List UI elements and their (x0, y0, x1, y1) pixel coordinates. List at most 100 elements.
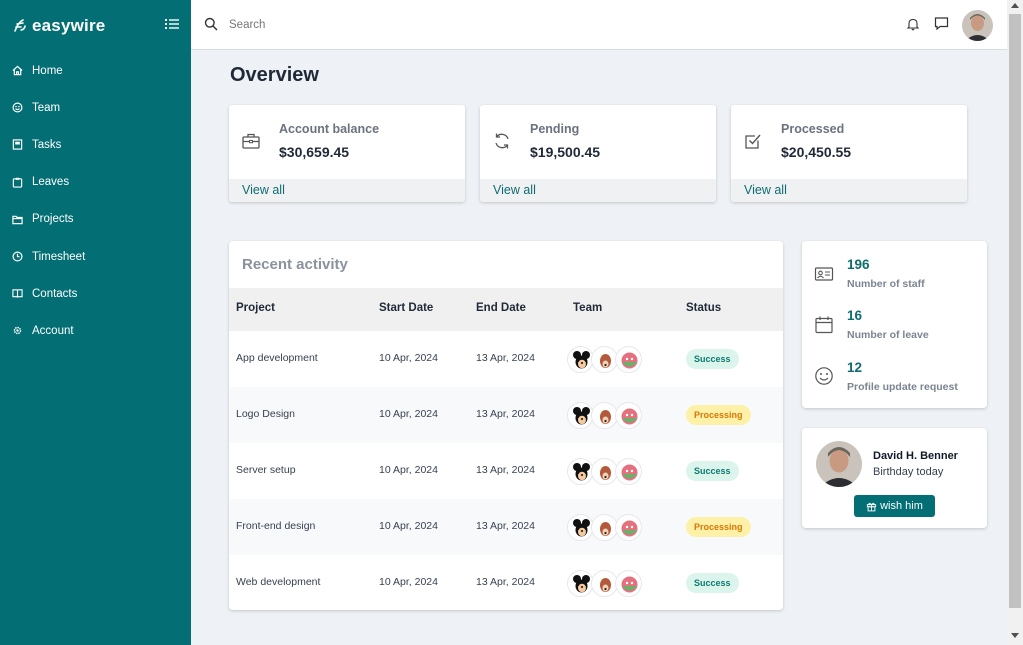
column-header-end-date: End Date (476, 302, 526, 314)
user-avatar[interactable] (962, 10, 993, 41)
sidebar-item-label: Team (32, 101, 61, 114)
sidebar-item-projects[interactable]: Projects (0, 201, 191, 238)
team-avatars (567, 402, 647, 429)
status-badge: Processing (686, 517, 751, 537)
chat-icon[interactable] (934, 16, 949, 31)
end-date-cell: 13 Apr, 2024 (476, 464, 535, 476)
cartoon-avatar (615, 514, 642, 541)
bell-icon[interactable] (906, 17, 920, 31)
table-row[interactable]: App development 10 Apr, 2024 13 Apr, 202… (229, 331, 783, 387)
team-avatars (567, 458, 647, 485)
cartoon-avatar (615, 402, 642, 429)
birthday-person-name: David H. Benner (873, 450, 958, 462)
cartoon-avatar (615, 570, 642, 597)
start-date-cell: 10 Apr, 2024 (379, 352, 438, 364)
leave-count: 16 (847, 308, 863, 323)
end-date-cell: 13 Apr, 2024 (476, 408, 535, 420)
brand-icon (14, 19, 26, 32)
status-badge: Success (686, 461, 739, 481)
end-date-cell: 13 Apr, 2024 (476, 576, 535, 588)
table-row[interactable]: Logo Design 10 Apr, 2024 13 Apr, 2024 Pr… (229, 387, 783, 443)
table-row[interactable]: Server setup 10 Apr, 2024 13 Apr, 2024 S… (229, 443, 783, 499)
folder-icon (12, 215, 23, 225)
status-badge: Success (686, 573, 739, 593)
profile-request-label: Profile update request (847, 381, 958, 393)
card-label: Processed (781, 122, 845, 136)
gift-icon (867, 502, 877, 511)
start-date-cell: 10 Apr, 2024 (379, 464, 438, 476)
sidebar-nav: Home Team Tasks Leaves Projects Timeshee… (0, 52, 191, 350)
pending-card: Pending $19,500.45 View all (480, 105, 716, 202)
project-cell: Logo Design (236, 408, 295, 420)
card-value: $30,659.45 (279, 144, 350, 160)
mickey-avatar (567, 402, 594, 429)
sidebar-item-label: Contacts (32, 287, 78, 300)
sidebar-item-timesheet[interactable]: Timesheet (0, 238, 191, 275)
table-row[interactable]: Front-end design 10 Apr, 2024 13 Apr, 20… (229, 499, 783, 555)
card-value: $20,450.55 (781, 144, 852, 160)
search-input[interactable] (227, 15, 527, 35)
column-header-status: Status (686, 302, 722, 314)
mickey-avatar (567, 514, 594, 541)
mickey-avatar (567, 458, 594, 485)
mickey-avatar (567, 570, 594, 597)
team-avatars (567, 570, 647, 597)
deer-avatar (591, 570, 618, 597)
project-cell: Front-end design (236, 520, 316, 532)
column-header-project: Project (236, 302, 275, 314)
scroll-up-arrow-icon[interactable] (1011, 3, 1019, 8)
menu-list-icon[interactable] (165, 17, 179, 31)
sidebar-item-label: Home (32, 64, 63, 77)
gear-icon (13, 327, 22, 335)
start-date-cell: 10 Apr, 2024 (379, 576, 438, 588)
mickey-avatar (567, 346, 594, 373)
team-avatars (567, 514, 647, 541)
card-label: Account balance (279, 122, 380, 136)
scrollbar-thumb[interactable] (1009, 14, 1021, 608)
processed-card: Processed $20,450.55 View all (731, 105, 967, 202)
card-label: Pending (530, 122, 580, 136)
deer-avatar (591, 514, 618, 541)
sidebar-item-team[interactable]: Team (0, 89, 191, 126)
project-cell: Server setup (236, 464, 296, 476)
start-date-cell: 10 Apr, 2024 (379, 520, 438, 532)
cartoon-avatar (615, 346, 642, 373)
brand-name: easywire (32, 16, 106, 35)
sidebar-item-label: Account (32, 324, 74, 337)
sidebar-item-leaves[interactable]: Leaves (0, 164, 191, 201)
staff-count: 196 (847, 257, 870, 272)
card-footer: View all (229, 179, 465, 202)
briefcase-icon (242, 133, 260, 149)
birthday-card: David H. Benner Birthday today wish him (802, 428, 987, 528)
view-all-link[interactable]: View all (744, 183, 787, 197)
status-badge: Success (686, 349, 739, 369)
book-icon (12, 289, 23, 298)
scroll-down-arrow-icon[interactable] (1011, 633, 1019, 638)
end-date-cell: 13 Apr, 2024 (476, 352, 535, 364)
card-footer: View all (480, 179, 716, 202)
clock-icon (12, 251, 23, 262)
sidebar-item-home[interactable]: Home (0, 52, 191, 89)
sidebar-item-tasks[interactable]: Tasks (0, 126, 191, 163)
sidebar-item-label: Projects (32, 213, 74, 226)
end-date-cell: 13 Apr, 2024 (476, 520, 535, 532)
sidebar-item-account[interactable]: Account (0, 312, 191, 349)
tasks-icon (12, 139, 23, 151)
sidebar-item-label: Timesheet (32, 250, 86, 263)
deer-avatar (591, 346, 618, 373)
project-cell: Web development (236, 576, 321, 588)
table-row[interactable]: Web development 10 Apr, 2024 13 Apr, 202… (229, 555, 783, 610)
view-all-link[interactable]: View all (493, 183, 536, 197)
sidebar-item-contacts[interactable]: Contacts (0, 275, 191, 312)
brand-logo[interactable]: easywire (12, 14, 105, 38)
profile-request-count: 12 (847, 360, 863, 375)
stats-card: 196 Number of staff 16 Number of leave 1… (802, 241, 987, 408)
staff-label: Number of staff (847, 278, 925, 290)
table-header: Project Start Date End Date Team Status (229, 288, 783, 331)
view-all-link[interactable]: View all (242, 183, 285, 197)
project-cell: App development (236, 352, 318, 364)
search-icon (204, 17, 218, 31)
card-footer: View all (731, 179, 967, 202)
wish-him-button[interactable]: wish him (854, 495, 935, 517)
start-date-cell: 10 Apr, 2024 (379, 408, 438, 420)
